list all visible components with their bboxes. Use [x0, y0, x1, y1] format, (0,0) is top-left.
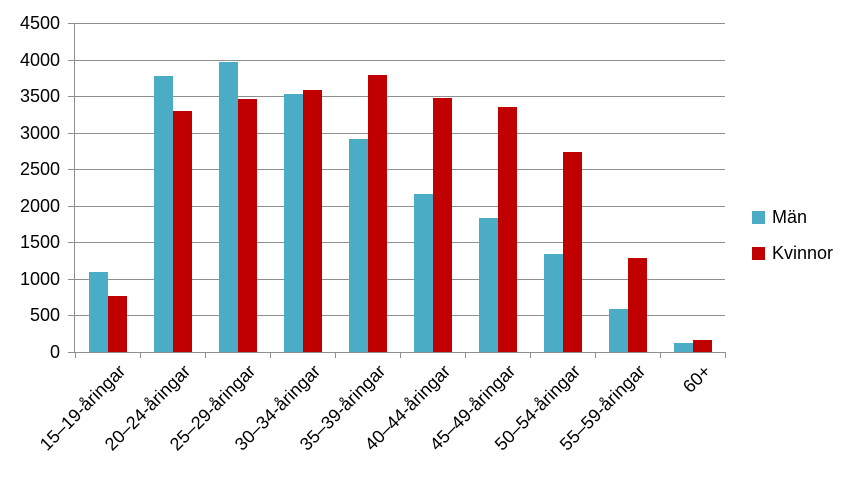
bar-män-1 [88, 272, 108, 352]
bar-män-7 [478, 218, 498, 352]
bar-män-8 [543, 254, 563, 352]
x-axis-tick [335, 352, 336, 358]
y-axis-tick [68, 315, 75, 317]
y-axis-tick-label: 2000 [19, 195, 60, 216]
gridline [75, 23, 725, 24]
bar-kvinnor-1 [107, 296, 127, 352]
y-axis-tick-label: 3000 [19, 122, 60, 143]
y-axis-line [74, 23, 75, 353]
y-axis-tick [68, 169, 75, 171]
y-axis-tick-label: 2500 [19, 159, 60, 180]
bar-kvinnor-10 [692, 339, 712, 352]
gridline [75, 59, 725, 61]
bar-kvinnor-3 [237, 99, 257, 352]
y-axis-tick [68, 352, 75, 353]
bar-män-4 [283, 93, 303, 352]
x-axis-tick [660, 352, 661, 358]
x-axis-tick [140, 352, 141, 358]
legend-swatch-icon [752, 246, 765, 260]
legend-item-kvinnor: Kvinnor [752, 243, 833, 263]
bar-män-6 [413, 194, 433, 352]
x-axis-tick [75, 352, 76, 358]
y-axis-tick [68, 23, 75, 24]
x-axis-tick [725, 352, 726, 358]
x-axis-tick [530, 352, 531, 358]
x-axis-tick [400, 352, 401, 358]
legend-label: Kvinnor [772, 243, 834, 263]
legend: Män Kvinnor [752, 207, 833, 279]
y-axis-tick-label: 1500 [19, 232, 60, 253]
legend-item-män: Män [752, 207, 833, 227]
y-axis-tick-label: 500 [29, 305, 60, 326]
gridline [75, 278, 725, 280]
y-axis-tick [68, 242, 75, 244]
bar-män-2 [153, 75, 173, 352]
gridline [75, 169, 725, 171]
y-axis-tick-label: 1000 [19, 268, 60, 289]
bar-män-9 [608, 308, 628, 352]
y-axis-tick-label: 3500 [19, 86, 60, 107]
bar-män-5 [348, 138, 368, 352]
y-axis-tick [68, 132, 75, 134]
bar-kvinnor-4 [302, 90, 322, 352]
gridline [75, 315, 725, 317]
x-axis-tick [205, 352, 206, 358]
x-axis-tick [595, 352, 596, 358]
y-axis-tick [68, 278, 75, 280]
bar-kvinnor-8 [562, 151, 582, 352]
y-axis-tick-label: 0 [49, 342, 60, 362]
y-axis-tick-label: 4000 [19, 49, 60, 70]
gridline [75, 242, 725, 244]
y-axis-tick [68, 59, 75, 61]
y-axis-tick [68, 96, 75, 98]
x-axis-tick [270, 352, 271, 358]
x-axis-tick [465, 352, 466, 358]
legend-swatch-icon [752, 210, 765, 224]
bar-kvinnor-6 [432, 97, 452, 352]
bar-kvinnor-5 [367, 74, 387, 352]
y-axis-tick [68, 205, 75, 207]
gridline [75, 205, 725, 207]
legend-label: Män [772, 207, 808, 227]
x-axis-category-label: 60+ [678, 361, 715, 397]
bar-män-10 [673, 343, 693, 352]
bar-män-3 [218, 61, 238, 352]
gridline [75, 96, 725, 98]
bar-kvinnor-2 [172, 111, 192, 352]
bar-kvinnor-9 [627, 257, 647, 352]
gridline [75, 132, 725, 134]
bar-kvinnor-7 [497, 107, 517, 352]
y-axis-tick-label: 4500 [19, 13, 60, 33]
